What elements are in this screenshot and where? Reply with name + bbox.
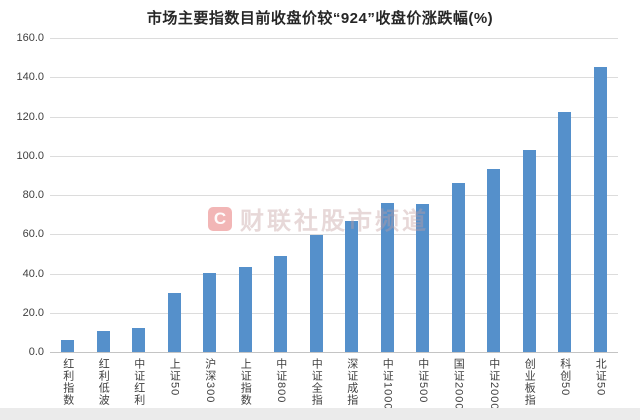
gridline bbox=[50, 155, 618, 157]
x-tick-label: 中证2000 bbox=[487, 358, 500, 411]
x-tick-label: 国证2000 bbox=[452, 358, 465, 411]
bar-沪深300 bbox=[203, 272, 217, 352]
bar-中证全指 bbox=[309, 235, 323, 352]
footer-strip bbox=[0, 408, 640, 420]
chart-canvas: 市场主要指数目前收盘价较“924”收盘价涨跌幅(%) 0.0 20.0 40.0 60… bbox=[0, 0, 640, 411]
bar-中证800 bbox=[274, 255, 288, 352]
x-tick-label: 科创50 bbox=[558, 358, 571, 397]
y-tick-label: 80.0 bbox=[22, 189, 44, 201]
x-tick-label: 中证800 bbox=[274, 358, 287, 404]
bar-北证50 bbox=[593, 66, 607, 352]
bar-上证指数 bbox=[238, 266, 252, 352]
bar-深证成指 bbox=[345, 220, 359, 352]
x-tick-label: 上证指数 bbox=[239, 358, 252, 406]
x-tick-label: 红利低波 bbox=[97, 358, 110, 406]
gridline bbox=[50, 273, 618, 275]
x-tick-label: 中证红利 bbox=[132, 358, 145, 406]
bar-红利指数 bbox=[61, 340, 75, 352]
gridline bbox=[50, 116, 618, 118]
x-tick-label: 中证1000 bbox=[381, 358, 394, 411]
x-tick-label: 沪深300 bbox=[203, 358, 216, 404]
y-tick-label: 100.0 bbox=[16, 149, 44, 162]
gridline bbox=[50, 195, 618, 196]
bar-国证2000 bbox=[451, 183, 465, 352]
y-tick-label: 40.0 bbox=[22, 267, 44, 280]
x-axis-line bbox=[50, 352, 618, 353]
y-tick-label: 0.0 bbox=[28, 346, 44, 358]
y-tick-label: 160.0 bbox=[16, 32, 44, 44]
bar-上证50 bbox=[167, 293, 181, 352]
y-tick-label: 120.0 bbox=[16, 110, 44, 123]
x-tick-label: 创业板指 bbox=[523, 358, 536, 406]
x-tick-label: 深证成指 bbox=[345, 358, 358, 406]
bar-中证2000 bbox=[487, 169, 501, 352]
plot-area bbox=[50, 38, 618, 353]
gridline bbox=[50, 312, 618, 314]
y-tick-label: 140.0 bbox=[16, 71, 44, 84]
bar-红利低波 bbox=[96, 330, 110, 352]
bar-中证红利 bbox=[132, 328, 146, 352]
x-tick-label: 北证50 bbox=[594, 358, 607, 397]
x-tick-label: 中证500 bbox=[416, 358, 429, 404]
bar-创业板指 bbox=[522, 150, 536, 352]
y-tick-label: 60.0 bbox=[22, 228, 44, 241]
x-tick-label: 红利指数 bbox=[61, 358, 74, 406]
chart-title: 市场主要指数目前收盘价较“924”收盘价涨跌幅(%) bbox=[146, 10, 494, 27]
gridline bbox=[50, 77, 618, 79]
bar-科创50 bbox=[558, 111, 572, 352]
x-tick-label: 中证全指 bbox=[310, 358, 323, 406]
x-tick-label: 上证50 bbox=[168, 358, 181, 397]
gridline bbox=[50, 38, 618, 39]
y-tick-label: 20.0 bbox=[22, 306, 44, 319]
bar-中证500 bbox=[416, 204, 430, 352]
bar-中证1000 bbox=[380, 203, 394, 352]
gridline bbox=[50, 234, 618, 236]
